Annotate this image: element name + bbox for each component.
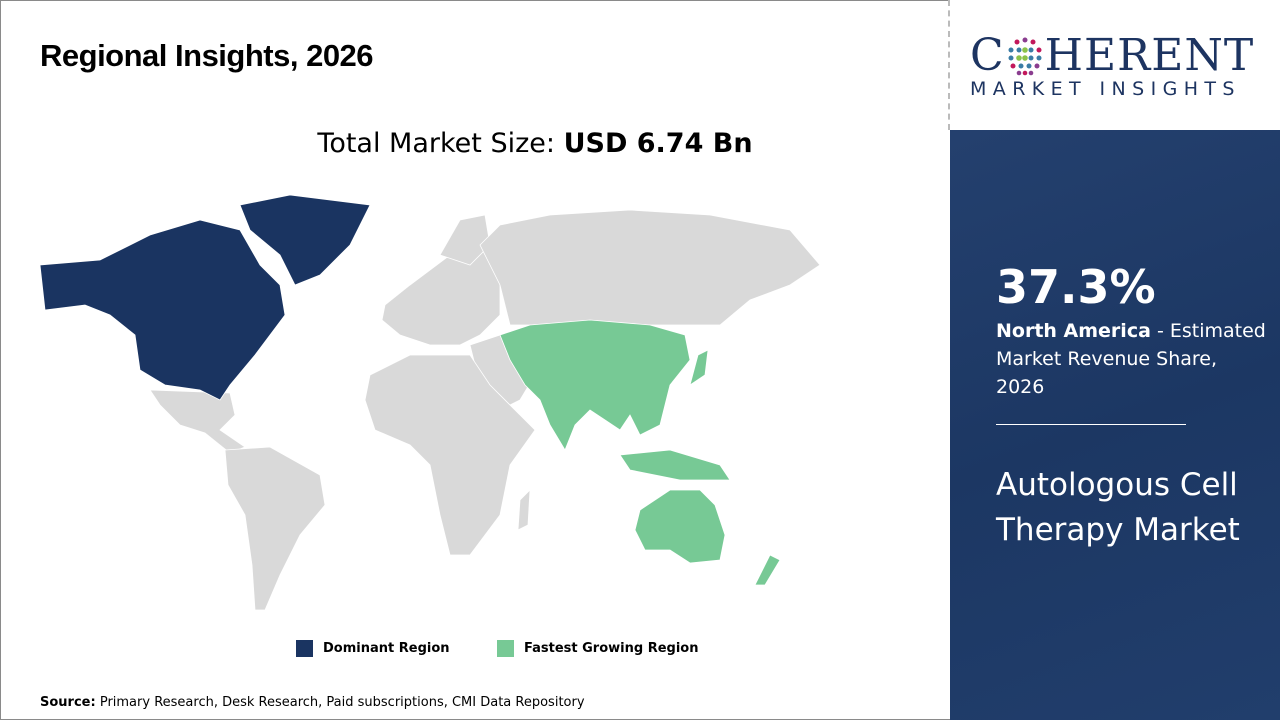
page-title: Regional Insights, 2026 bbox=[40, 38, 374, 73]
world-map bbox=[39, 194, 821, 611]
market-name: Autologous Cell Therapy Market bbox=[996, 467, 1240, 548]
map-region-north-america bbox=[39, 219, 286, 401]
map-region-central-america bbox=[149, 389, 246, 454]
globe-dots-icon bbox=[1008, 37, 1042, 75]
map-region-asia-pacific bbox=[499, 319, 691, 451]
map-region-south-america bbox=[224, 446, 326, 611]
map-region-russia bbox=[479, 209, 821, 326]
insight-panel: 37.3% North America - Estimated Market R… bbox=[950, 130, 1280, 720]
market-size-value: USD 6.74 Bn bbox=[563, 128, 753, 159]
legend-swatch-dominant bbox=[296, 640, 313, 657]
share-region: North America bbox=[996, 320, 1151, 342]
total-market-size: Total Market Size: USD 6.74 Bn bbox=[0, 128, 1070, 159]
source-label: Source: bbox=[40, 695, 96, 710]
logo: C HERENT MARKET INSIGHTS bbox=[950, 0, 1280, 130]
legend-dominant: Dominant Region bbox=[296, 640, 450, 657]
logo-wordmark: C HERENT bbox=[970, 30, 1255, 81]
map-region-scandinavia bbox=[439, 214, 491, 266]
market-size-label: Total Market Size: bbox=[317, 128, 555, 159]
share-text: - Estimated Market Revenue Share, 2026 bbox=[996, 320, 1266, 398]
source-text: Primary Research, Desk Research, Paid su… bbox=[99, 695, 585, 710]
legend-label: Fastest Growing Region bbox=[524, 641, 699, 656]
legend-label: Dominant Region bbox=[323, 641, 450, 656]
source-note: Source: Primary Research, Desk Research,… bbox=[40, 695, 585, 710]
share-value: 37.3% bbox=[996, 260, 1156, 314]
share-description: North America - Estimated Market Revenue… bbox=[996, 317, 1271, 401]
map-region-australia bbox=[634, 489, 726, 564]
logo-tagline: MARKET INSIGHTS bbox=[970, 78, 1241, 100]
map-region-europe bbox=[381, 244, 501, 346]
map-region-greenland bbox=[239, 194, 371, 286]
map-region-new-zealand bbox=[754, 554, 781, 586]
legend-fastest: Fastest Growing Region bbox=[497, 640, 698, 657]
map-region-madagascar bbox=[517, 488, 531, 531]
legend-swatch-fastest bbox=[497, 640, 514, 657]
panel-divider bbox=[996, 424, 1186, 425]
map-region-japan bbox=[689, 349, 709, 386]
map-region-africa bbox=[364, 354, 536, 556]
divider bbox=[948, 0, 950, 130]
map-region-indonesia bbox=[619, 449, 731, 481]
